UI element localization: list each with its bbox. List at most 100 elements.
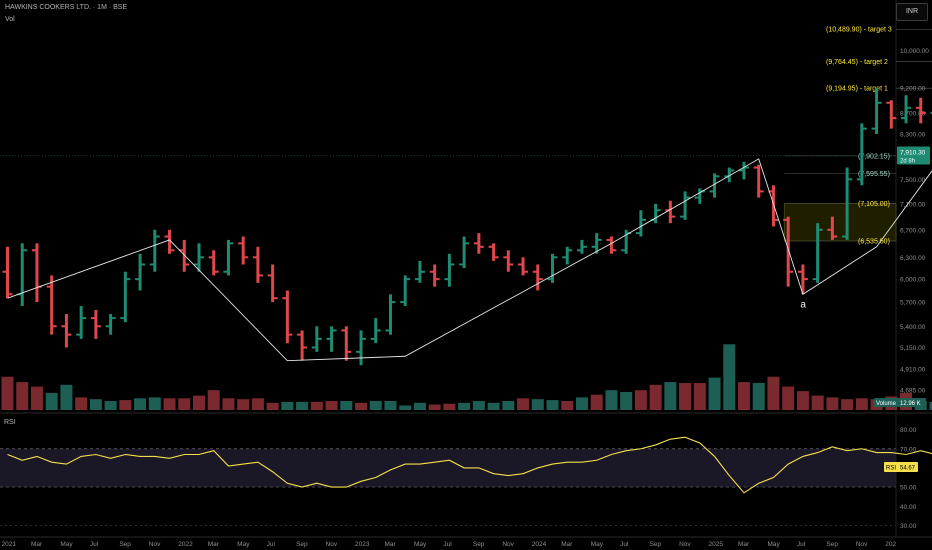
volume-bar [502,401,515,410]
volume-bar [428,404,441,410]
volume-bar [384,401,397,410]
volume-bar [649,384,662,410]
time-tick-label: Mar [561,541,573,548]
rsi-tick-label: 40.00 [900,504,917,511]
volume-bar [134,398,147,410]
price-tick-label: 7,500.00 [900,177,926,184]
ohlc-bar [518,257,529,276]
ohlc-bar [311,326,322,352]
ohlc-bar [886,100,897,129]
volume-bar [575,397,588,410]
volume-badge-label: Volume [876,401,897,407]
time-tick-label: Mar [384,541,396,548]
level-label: (6,535.50) [858,238,890,245]
volume-bar [605,390,618,410]
ohlc-bar [164,229,175,254]
time-tick-label: Jul [620,541,629,548]
time-tick-label: 2023 [355,541,370,548]
ohlc-bar [76,306,87,339]
volume-bar [75,397,88,410]
volume-bar [237,399,250,410]
time-tick-label: Mar [738,541,750,548]
rsi-badge [884,462,918,472]
ohlc-bar [871,87,882,134]
volume-bar [782,386,795,410]
volume-bar [355,402,368,410]
ohlc-bar [459,236,470,269]
ohlc-bar [842,167,853,240]
rsi-tick-label: 30.00 [900,523,917,530]
volume-bar [178,398,191,410]
volume-bar [679,383,692,410]
time-tick-label: May [237,541,250,548]
ohlc-bar [282,290,293,344]
ohlc-bar [238,236,249,265]
time-tick-label: May [767,541,780,548]
price-tick-label: 5,400.00 [900,324,926,331]
volume-bar [443,403,456,410]
volume-bar [561,401,574,410]
ohlc-bar [930,111,932,114]
ohlc-bar [105,314,116,335]
volume-bar [811,395,824,410]
volume-bar [708,377,721,410]
volume-bar [723,344,736,410]
volume-bar [855,398,868,410]
last-price-value: 7,910.30 [900,149,926,156]
volume-bar [30,386,43,410]
currency-button[interactable]: INR [896,3,928,21]
volume-bar [1,376,14,410]
price-tick-label: 8,700.00 [900,110,926,117]
volume-bar [752,383,765,410]
volume-bar [826,397,839,410]
time-tick-label: Nov [679,541,691,548]
rsi-tick-label: 80.00 [900,427,917,434]
ohlc-bar [739,161,749,180]
price-tick-label: 6,700.00 [900,227,926,234]
time-tick-label: Mar [31,541,43,548]
volume-bar [163,398,176,410]
last-price-badge [897,146,930,165]
volume-legend-label[interactable]: Vol [5,16,15,23]
ohlc-bar [680,191,691,220]
level-label: (7,595.55) [858,171,890,178]
volume-bar [310,401,323,410]
time-tick-label: May [591,541,604,548]
volume-bar [487,402,500,410]
ohlc-bar [193,243,204,272]
ohlc-bar [444,253,455,287]
volume-bar [693,383,706,410]
volume-bar [340,401,353,410]
ohlc-bar [46,275,57,335]
price-tick-label: 6,000.00 [900,277,926,284]
time-tick-label: Sep [826,541,838,548]
ohlc-bar [753,164,764,198]
time-tick-label: May [60,541,73,548]
ohlc-bar [297,330,308,361]
ohlc-bar [208,250,219,276]
ohlc-bar [341,326,352,361]
volume-bar [296,401,309,410]
ohlc-bar [547,253,558,283]
time-tick-label: Nov [502,541,514,548]
time-tick-label: Jul [443,541,452,548]
volume-bar [192,395,205,410]
volume-bar [104,401,117,410]
volume-bar [119,400,132,410]
last-price-countdown: 2d 8h [900,158,915,164]
ohlc-bar [856,123,867,186]
time-tick-label: Jul [267,541,276,548]
symbol-title[interactable]: HAWKINS COOKERS LTD. · 1M · BSE [5,4,128,11]
volume-bar [929,401,932,410]
price-tick-label: 5,150.00 [900,345,926,352]
ohlc-bar [120,271,131,323]
time-tick-label: Sep [650,541,662,548]
volume-bar [546,400,559,410]
rsi-badge-label: RSI [886,466,896,472]
ohlc-bar [90,310,101,339]
ohlc-bar [267,264,278,303]
volume-bar [45,392,58,410]
rsi-band [0,448,896,488]
ohlc-bar [635,210,646,237]
